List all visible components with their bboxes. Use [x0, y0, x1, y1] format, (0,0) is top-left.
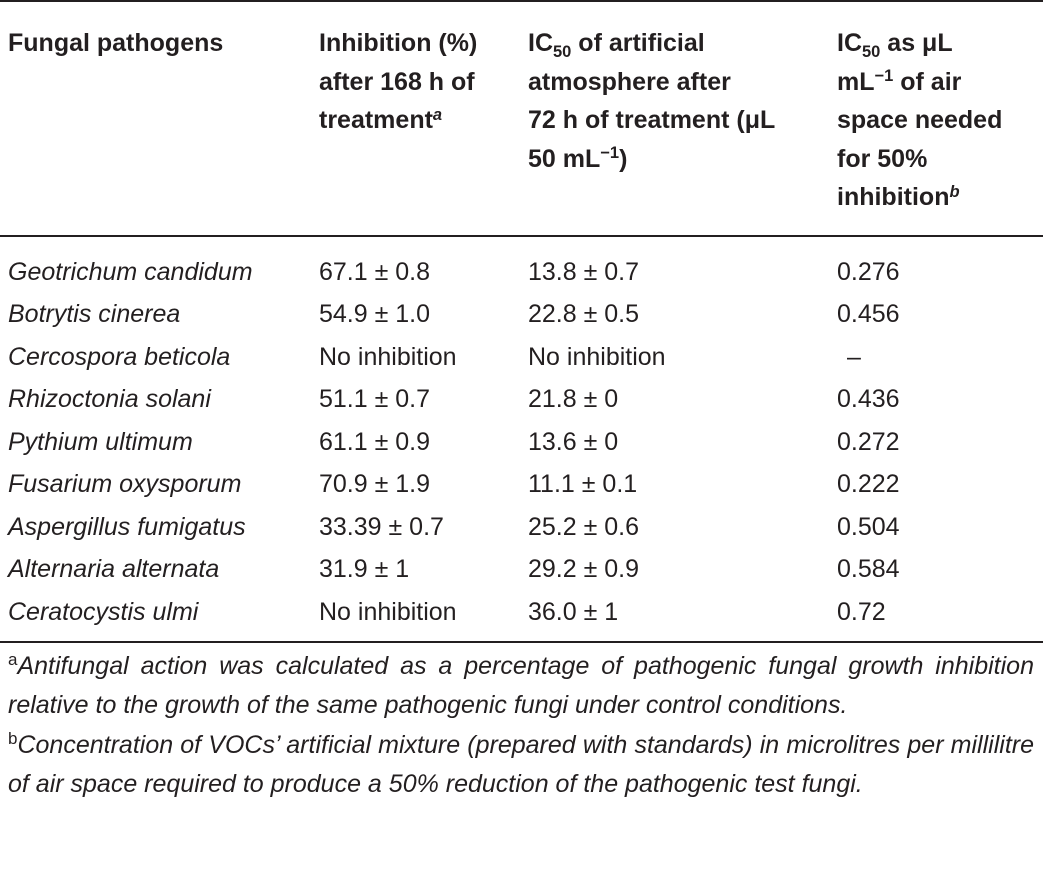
ic50-atmosphere-value: No inhibition [528, 342, 666, 371]
ic50-air-value: 0.276 [837, 257, 900, 286]
header-ic50-atmosphere: IC50 of artificial atmosphere after 72 h… [528, 0, 837, 237]
footnote-b: bConcentration of VOCs’ artificial mixtu… [8, 727, 1034, 802]
table-header: Fungal pathogens Inhibition (%) after 16… [0, 0, 1043, 237]
pathogen-name: Ceratocystis ulmi [0, 590, 318, 643]
ic50-air-value: 0.72 [837, 590, 1043, 643]
ic50-atmosphere-value: 25.2 ± 0.6 [528, 512, 640, 541]
footnote-a: aAntifungal action was calculated as a p… [8, 648, 1034, 723]
ic50-atmosphere-value: 22.8 ± 0.5 [528, 300, 640, 328]
inhibition-value: 70.9 ± 1.9 [319, 470, 431, 498]
header-fungal-pathogens: Fungal pathogens [0, 0, 318, 237]
ic50-atmosphere-value: 13.8 ± 0.7 [528, 257, 640, 286]
ic50-air-value: 0.584 [837, 555, 900, 583]
pathogen-name: Botrytis cinerea [8, 300, 181, 328]
inhibition-value: 67.1 ± 0.8 [319, 257, 431, 286]
table-row: Geotrichum candidum 67.1 ± 0.8 13.8 ± 0.… [0, 236, 1043, 294]
table-row: Pythium ultimum 61.1 ± 0.9 13.6 ± 0 0.27… [0, 421, 1043, 464]
table-row: Rhizoctonia solani 51.1 ± 0.7 21.8 ± 0 0… [0, 378, 1043, 421]
pathogen-name: Cercospora beticola [8, 342, 231, 371]
inhibition-value: 54.9 ± 1.0 [319, 300, 431, 328]
results-table: Fungal pathogens Inhibition (%) after 16… [0, 0, 1043, 643]
pathogen-name: Aspergillus fumigatus [8, 512, 246, 541]
pathogen-name: Rhizoctonia solani [8, 385, 211, 413]
ic50-atmosphere-value: 36.0 ± 1 [528, 590, 837, 643]
ic50-air-value: – [847, 342, 861, 371]
pathogen-name: Alternaria alternata [8, 555, 220, 583]
ic50-air-value: 0.504 [837, 512, 900, 541]
inhibition-value: 61.1 ± 0.9 [319, 427, 431, 456]
pathogen-name: Geotrichum candidum [8, 257, 253, 286]
header-ic50-air-space: IC50 as μL mL−1 of air space needed for … [837, 0, 1043, 237]
table-row: Botrytis cinerea 54.9 ± 1.0 22.8 ± 0.5 0… [0, 293, 1043, 336]
footnote-a-text: Antifungal action was calculated as a pe… [8, 652, 1034, 719]
inhibition-value: 51.1 ± 0.7 [319, 385, 431, 413]
inhibition-value: No inhibition [319, 342, 457, 371]
table-row: Fusarium oxysporum 70.9 ± 1.9 11.1 ± 0.1… [0, 463, 1043, 506]
inhibition-value: No inhibition [318, 590, 528, 643]
header-inhibition: Inhibition (%) after 168 h of treatmenta [318, 0, 528, 237]
table-row: Alternaria alternata 31.9 ± 1 29.2 ± 0.9… [0, 548, 1043, 591]
footnote-a-mark: a [8, 650, 18, 669]
ic50-air-value: 0.436 [837, 385, 900, 413]
ic50-atmosphere-value: 29.2 ± 0.9 [528, 555, 640, 583]
ic50-atmosphere-value: 13.6 ± 0 [528, 427, 619, 456]
ic50-air-value: 0.272 [837, 427, 900, 456]
footnote-b-mark: b [8, 729, 18, 748]
footnote-b-text: Concentration of VOCs’ artificial mixtur… [8, 731, 1034, 798]
table-body: Geotrichum candidum 67.1 ± 0.8 13.8 ± 0.… [0, 236, 1043, 643]
ic50-air-value: 0.456 [837, 300, 900, 328]
ic50-atmosphere-value: 21.8 ± 0 [528, 385, 619, 413]
pathogen-name: Pythium ultimum [8, 427, 193, 456]
footnote-mark-a: a [432, 105, 443, 124]
pathogen-name: Fusarium oxysporum [8, 470, 242, 498]
table-row: Ceratocystis ulmi No inhibition 36.0 ± 1… [0, 590, 1043, 643]
footnote-mark-b: b [949, 182, 960, 201]
ic50-air-value: 0.222 [837, 470, 900, 498]
ic50-atmosphere-value: 11.1 ± 0.1 [528, 470, 638, 498]
inhibition-value: 31.9 ± 1 [319, 555, 410, 583]
table-footnotes: aAntifungal action was calculated as a p… [8, 648, 1034, 806]
table-row: Cercospora beticola No inhibition No inh… [0, 336, 1043, 379]
inhibition-value: 33.39 ± 0.7 [319, 512, 444, 541]
table-row: Aspergillus fumigatus 33.39 ± 0.7 25.2 ±… [0, 506, 1043, 549]
